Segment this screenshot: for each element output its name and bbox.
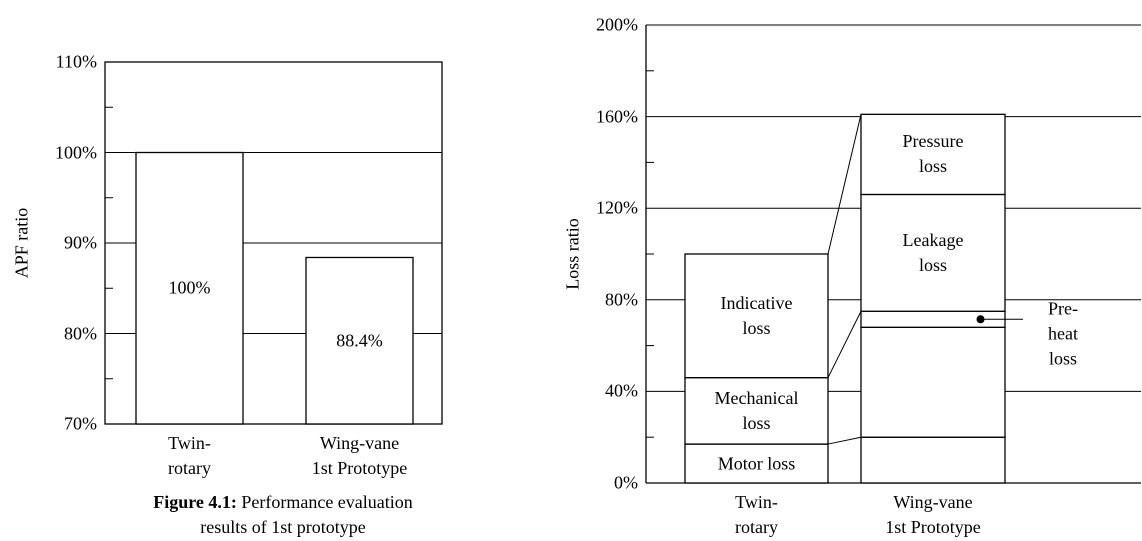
y-axis-label: Loss ratio: [562, 218, 583, 290]
segment-label: Indicative loss: [720, 292, 793, 338]
y-axis-label: APF ratio: [11, 207, 32, 279]
connector-line: [827, 114, 862, 255]
segment-label: Mechanical loss: [714, 387, 799, 433]
plot-frame: [104, 61, 443, 425]
x-tick-label: Wing-vane 1st Prototype: [885, 492, 981, 537]
y-tick-label: 90%: [64, 232, 97, 253]
caption-text: Performance evaluation results of 1st pr…: [200, 492, 413, 537]
y-tick-label: 80%: [64, 323, 97, 343]
bar-segment: [860, 436, 1006, 484]
connector-line: [827, 436, 862, 445]
y-tick-label: 80%: [605, 289, 638, 310]
y-tick-label: 110%: [55, 51, 97, 72]
y-tick-label: 100%: [55, 142, 97, 162]
y-tick-label: 40%: [605, 380, 638, 401]
x-tick-label: Twin- rotary: [168, 433, 211, 478]
y-tick-label: 120%: [596, 197, 638, 218]
bar-segment: [684, 377, 829, 445]
y-tick-label: 70%: [64, 413, 97, 434]
bar: [135, 151, 244, 425]
value-label: 100%: [168, 277, 211, 298]
bar: [305, 256, 414, 425]
y-tick-label: 200%: [596, 14, 638, 35]
bar-segment: [860, 193, 1006, 312]
x-tick-label: Twin- rotary: [735, 492, 778, 537]
bar-segment: [860, 326, 1006, 438]
segment-label: Pre-heat loss: [1048, 298, 1078, 369]
value-label: 88.4%: [336, 330, 383, 351]
figure-caption: Figure 4.1: Performance evaluation resul…: [128, 490, 438, 540]
bar-segment: [684, 443, 829, 484]
bar-segment: [684, 253, 829, 379]
y-tick-label: 160%: [596, 106, 638, 127]
bar-segment: [860, 113, 1006, 196]
connector-line: [827, 311, 862, 378]
x-tick-label: Wing-vane 1st Prototype: [311, 433, 408, 478]
segment-label: Motor loss: [717, 453, 796, 474]
y-tick-label: 0%: [614, 472, 638, 493]
segment-label: Pressure loss: [902, 131, 964, 177]
segment-label: Leakage loss: [902, 229, 964, 275]
caption-label: Figure 4.1:: [153, 492, 237, 512]
